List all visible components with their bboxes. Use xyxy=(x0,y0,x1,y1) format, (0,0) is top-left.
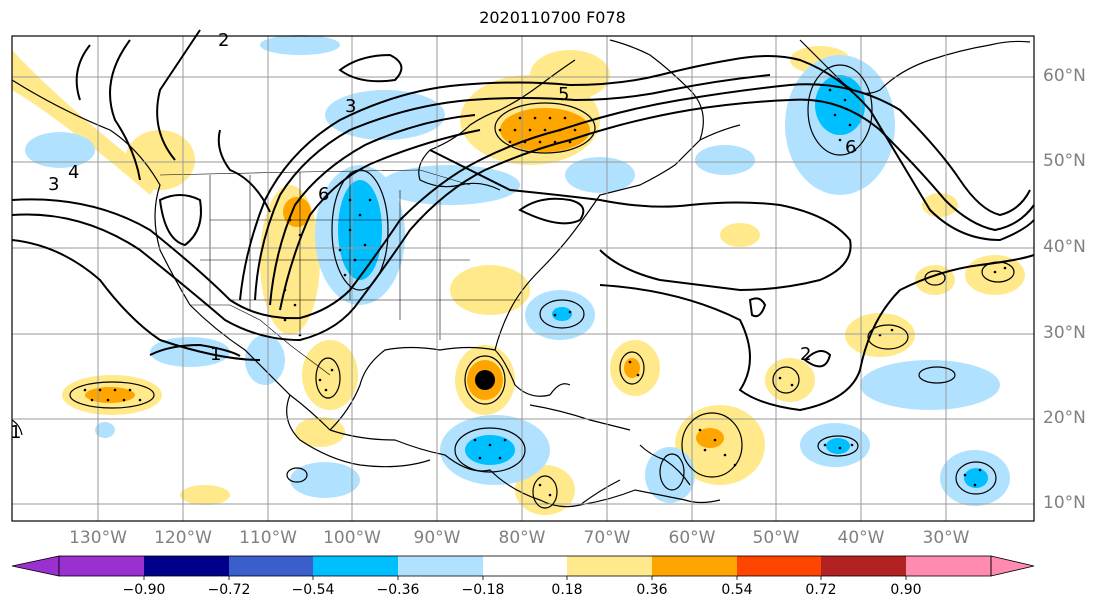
colorbar-tick-label: −0.90 xyxy=(122,582,166,598)
contour-label: 6 xyxy=(318,184,329,205)
lon-label: 30°W xyxy=(922,528,970,548)
lon-label: 110°W xyxy=(239,528,297,548)
colorbar-tick-label: 0.36 xyxy=(636,582,668,598)
colorbar-tick-label: 0.54 xyxy=(721,582,753,598)
lon-label: 120°W xyxy=(154,528,212,548)
lon-label: 130°W xyxy=(69,528,127,548)
lat-label: 10°N xyxy=(1043,493,1086,513)
colorbar-segment xyxy=(821,556,906,576)
lon-label: 50°W xyxy=(752,528,800,548)
contour-label: 3 xyxy=(48,174,59,195)
lon-label: 100°W xyxy=(323,528,381,548)
lat-label: 50°N xyxy=(1043,151,1086,171)
map-title: 2020110700 F078 xyxy=(479,8,626,27)
colorbar-tick-label: 0.72 xyxy=(805,582,837,598)
colorbar-segment xyxy=(737,556,821,576)
lon-label: 80°W xyxy=(498,528,546,548)
contour-label: 5 xyxy=(558,84,569,105)
coastlines xyxy=(11,39,1031,508)
lat-label: 40°N xyxy=(1043,237,1086,257)
colorbar-high-extend xyxy=(990,555,1035,577)
colorbar-segment xyxy=(567,556,652,576)
colorbar-tick-label: −0.36 xyxy=(376,582,420,598)
colorbar xyxy=(11,555,1035,580)
colorbar-tick-label: −0.54 xyxy=(291,582,335,598)
colorbar-tick-label: −0.72 xyxy=(207,582,251,598)
lon-label: 60°W xyxy=(668,528,716,548)
colorbar-segment xyxy=(906,556,991,576)
colorbar-tick-label: 0.90 xyxy=(890,582,922,598)
colorbar-tick-label: −0.18 xyxy=(461,582,505,598)
colorbar-segment xyxy=(652,556,737,576)
colorbar-segment xyxy=(144,556,229,576)
contour-label: 4 xyxy=(68,162,79,183)
lat-label: 20°N xyxy=(1043,408,1086,428)
anomaly-outlines xyxy=(69,64,1015,509)
colorbar-segment xyxy=(313,556,398,576)
colorbar-tick-label: 0.18 xyxy=(551,582,583,598)
significance-stippling xyxy=(83,88,1007,497)
geopotential-contours xyxy=(11,29,1035,412)
colorbar-segment xyxy=(483,556,567,576)
contour-label: 6 xyxy=(845,137,856,158)
contour-label: 1 xyxy=(210,344,221,365)
lon-label: 70°W xyxy=(583,528,631,548)
contour-labels: 2 3 3 4 5 6 6 1 2 1 xyxy=(10,30,856,443)
lat-label: 60°N xyxy=(1043,66,1086,86)
lat-label: 30°N xyxy=(1043,323,1086,343)
contour-label: 2 xyxy=(800,344,811,365)
contour-label: 1 xyxy=(10,422,21,443)
colorbar-segment xyxy=(59,556,144,576)
map-frame xyxy=(11,35,1035,522)
storm-center-marker xyxy=(475,370,495,390)
colorbar-segment xyxy=(229,556,313,576)
lon-label: 40°W xyxy=(837,528,885,548)
colorbar-segment xyxy=(398,556,483,576)
contour-label: 3 xyxy=(345,96,356,117)
contour-label: 2 xyxy=(218,30,229,51)
lon-label: 90°W xyxy=(413,528,461,548)
colorbar-low-extend xyxy=(11,555,60,577)
